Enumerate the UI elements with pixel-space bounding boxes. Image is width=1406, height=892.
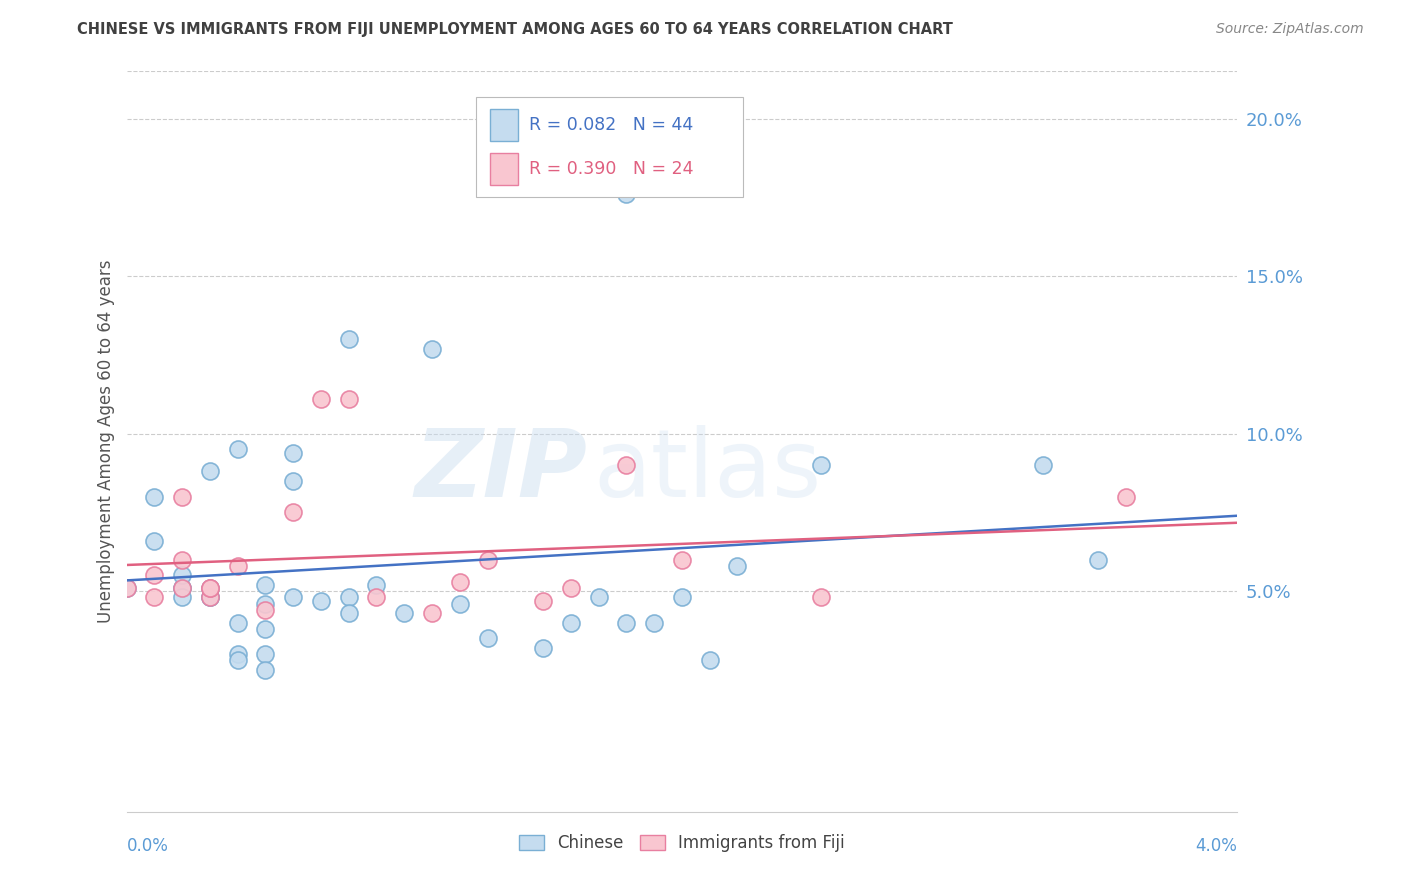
Point	[172, 581, 194, 595]
Point	[477, 552, 499, 566]
Point	[725, 559, 748, 574]
Point	[449, 597, 471, 611]
Y-axis label: Unemployment Among Ages 60 to 64 years: Unemployment Among Ages 60 to 64 years	[97, 260, 115, 624]
Point	[671, 591, 693, 605]
Point	[198, 465, 221, 479]
Point	[172, 490, 194, 504]
Point	[560, 581, 582, 595]
Point	[254, 597, 277, 611]
Point	[337, 332, 360, 346]
Point	[172, 581, 194, 595]
Point	[337, 606, 360, 620]
Point	[810, 591, 832, 605]
Text: Source: ZipAtlas.com: Source: ZipAtlas.com	[1216, 22, 1364, 37]
Point	[198, 581, 221, 595]
Point	[614, 187, 637, 202]
Point	[143, 533, 166, 548]
Point	[254, 622, 277, 636]
Point	[1115, 490, 1137, 504]
Point	[614, 615, 637, 630]
Point	[198, 591, 221, 605]
Point	[115, 581, 138, 595]
Point	[614, 458, 637, 472]
Point	[366, 591, 388, 605]
Point	[281, 505, 304, 519]
Point	[560, 615, 582, 630]
FancyBboxPatch shape	[489, 153, 517, 186]
Point	[226, 559, 249, 574]
Point	[643, 615, 665, 630]
Point	[337, 591, 360, 605]
Point	[254, 663, 277, 677]
Text: CHINESE VS IMMIGRANTS FROM FIJI UNEMPLOYMENT AMONG AGES 60 TO 64 YEARS CORRELATI: CHINESE VS IMMIGRANTS FROM FIJI UNEMPLOY…	[77, 22, 953, 37]
Point	[449, 574, 471, 589]
Point	[172, 581, 194, 595]
Point	[254, 603, 277, 617]
Text: ZIP: ZIP	[415, 425, 588, 517]
Point	[1087, 552, 1109, 566]
Point	[198, 581, 221, 595]
Point	[254, 578, 277, 592]
Point	[254, 647, 277, 661]
Point	[172, 591, 194, 605]
Legend: Chinese, Immigrants from Fiji: Chinese, Immigrants from Fiji	[512, 828, 852, 859]
Point	[366, 578, 388, 592]
Point	[671, 552, 693, 566]
Point	[198, 581, 221, 595]
Point	[198, 591, 221, 605]
Text: atlas: atlas	[593, 425, 821, 517]
FancyBboxPatch shape	[477, 97, 742, 197]
Point	[281, 445, 304, 459]
Point	[143, 591, 166, 605]
Point	[309, 593, 332, 607]
Text: R = 0.082   N = 44: R = 0.082 N = 44	[529, 116, 693, 135]
Point	[531, 593, 554, 607]
Point	[172, 568, 194, 582]
Point	[143, 490, 166, 504]
Text: 4.0%: 4.0%	[1195, 837, 1237, 855]
Point	[1032, 458, 1054, 472]
Text: R = 0.390   N = 24: R = 0.390 N = 24	[529, 161, 693, 178]
Point	[810, 458, 832, 472]
Text: 0.0%: 0.0%	[127, 837, 169, 855]
Point	[531, 640, 554, 655]
Point	[477, 632, 499, 646]
Point	[420, 342, 443, 356]
Point	[226, 653, 249, 667]
Point	[588, 591, 610, 605]
Point	[699, 653, 721, 667]
Point	[226, 615, 249, 630]
Point	[226, 442, 249, 457]
Point	[420, 606, 443, 620]
Point	[198, 591, 221, 605]
Point	[143, 568, 166, 582]
Point	[226, 647, 249, 661]
Point	[394, 606, 416, 620]
FancyBboxPatch shape	[489, 109, 517, 141]
Point	[281, 474, 304, 488]
Point	[172, 552, 194, 566]
Point	[337, 392, 360, 406]
Point	[115, 581, 138, 595]
Point	[281, 591, 304, 605]
Point	[309, 392, 332, 406]
